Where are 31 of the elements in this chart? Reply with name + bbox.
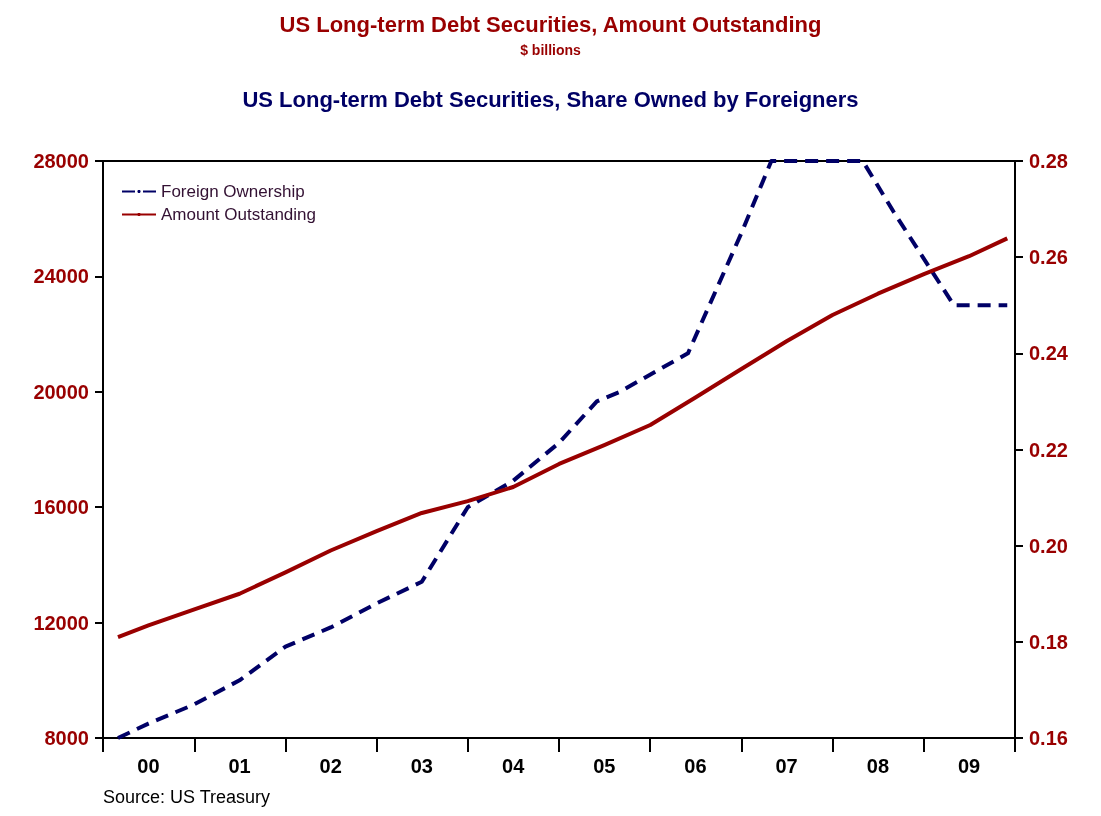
legend-label: Foreign Ownership [161,182,305,201]
y2-tick-label: 0.16 [1029,727,1068,749]
x-tick-label: 01 [228,755,251,777]
y-tick-label: 24000 [33,265,89,288]
y2-tick-label: 0.22 [1029,438,1068,461]
y2-tick-label: 0.28 [1029,150,1068,172]
source-note: Source: US Treasury [103,787,271,807]
y-tick-label: 16000 [33,496,89,519]
y2-tick-label: 0.24 [1029,342,1069,365]
x-tick-label: 02 [319,755,342,777]
x-tick-label: 09 [957,755,981,777]
text: US Long-term Debt Securities, Share Owned by Foreigners [242,86,859,112]
x-tick-label: 03 [410,755,433,777]
y-tick-label: 28000 [33,150,89,172]
chart-subtitle: $ billions [520,42,582,58]
x-tick-label: 06 [684,755,707,777]
line-series [115,159,1010,740]
y2-tick-label: 0.20 [1029,534,1068,557]
y-tick-label: 20000 [33,380,89,403]
x-tick-label: 04 [502,755,526,777]
y-tick-label: 12000 [33,611,89,634]
chart-title: US Long-term Debt Securities, Amount Outstanding [279,11,822,37]
legend-label: Amount Outstanding [161,205,316,224]
y2-tick-label: 0.26 [1029,246,1068,269]
x-tick-label: 05 [593,755,616,777]
line-series [115,236,1010,640]
x-tick-label: 07 [775,755,798,777]
y-tick-label: 8000 [44,727,89,749]
y2-tick-label: 0.18 [1029,630,1068,653]
x-tick-label: 00 [137,755,160,777]
x-tick-label: 08 [866,755,890,777]
